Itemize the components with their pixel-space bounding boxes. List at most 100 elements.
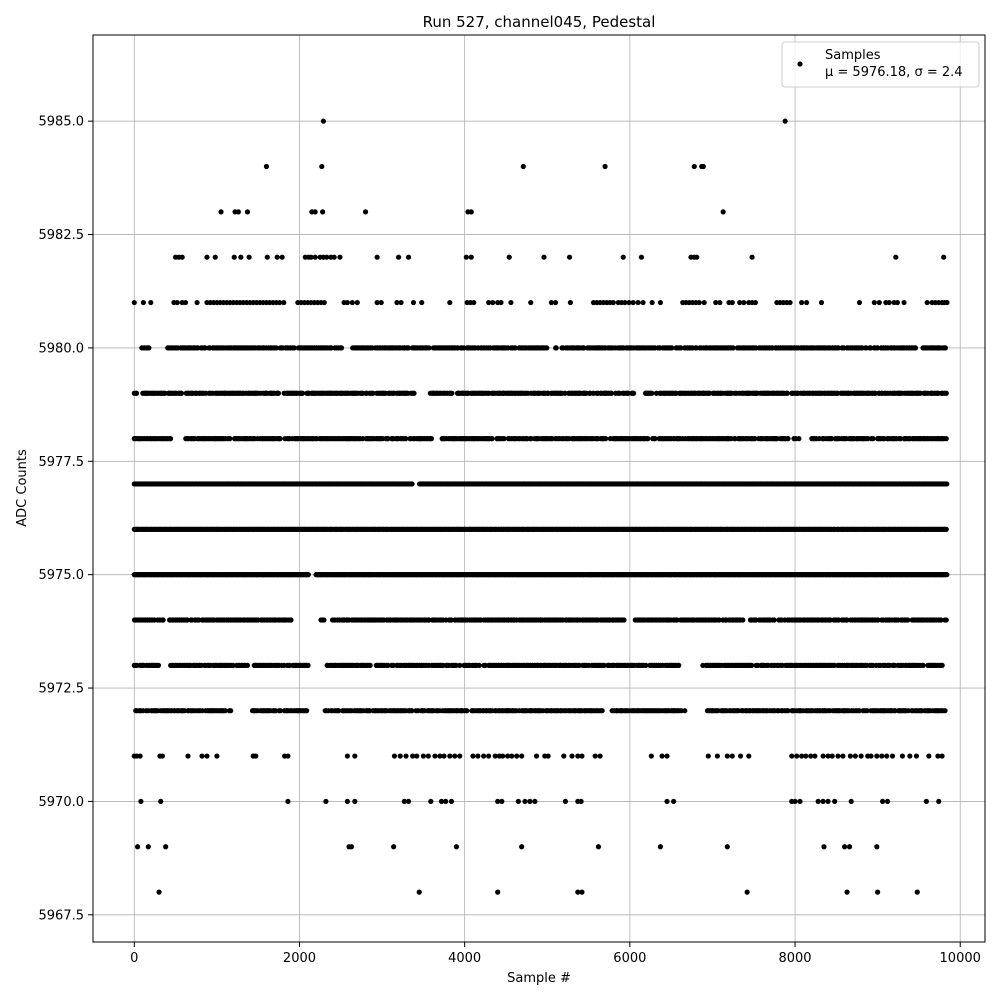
sample-point	[785, 436, 791, 442]
sample-point	[682, 708, 688, 714]
sample-point	[323, 798, 329, 805]
sample-point	[820, 753, 826, 759]
sample-point	[155, 662, 162, 668]
sample-point	[514, 753, 520, 759]
sample-point	[825, 753, 831, 759]
sample-point	[936, 798, 942, 805]
sample-point	[749, 662, 755, 668]
sample-point	[575, 753, 581, 759]
sample-point	[794, 753, 800, 759]
sample-point	[489, 436, 495, 442]
sample-point	[476, 662, 482, 668]
sample-point	[746, 753, 752, 759]
sample-point	[648, 753, 654, 759]
sample-point	[495, 889, 501, 895]
sample-point	[133, 390, 140, 396]
sample-point	[884, 753, 890, 759]
sample-point	[285, 753, 291, 759]
sample-point	[829, 753, 835, 759]
sample-point	[657, 844, 664, 850]
sample-point	[428, 436, 435, 442]
sample-point	[562, 798, 569, 805]
sample-point	[592, 753, 598, 759]
sample-points	[131, 118, 950, 895]
sample-point	[401, 798, 407, 805]
sample-point	[841, 844, 848, 850]
sample-point	[820, 798, 826, 805]
sample-point	[943, 526, 949, 532]
sample-point	[601, 662, 607, 668]
sample-point	[846, 844, 853, 850]
sample-point	[409, 481, 415, 487]
sample-point	[621, 617, 627, 623]
sample-point	[447, 753, 453, 759]
sample-point	[825, 798, 831, 805]
sample-point	[163, 844, 169, 850]
sample-point	[847, 753, 853, 759]
sample-point	[475, 753, 481, 759]
sample-point	[277, 708, 284, 714]
sample-point	[803, 753, 809, 759]
sample-point	[874, 844, 880, 850]
sample-point	[799, 753, 805, 759]
sample-point	[299, 390, 306, 396]
sample-point	[288, 617, 294, 623]
sample-point	[858, 753, 864, 759]
sample-point	[410, 753, 416, 759]
sample-point	[714, 753, 721, 759]
sample-point	[595, 844, 602, 850]
sample-point	[519, 844, 525, 850]
sample-point	[907, 753, 913, 759]
sample-point	[561, 753, 567, 759]
sample-point	[737, 753, 744, 759]
sample-point	[815, 798, 821, 805]
sample-point	[135, 844, 141, 850]
sample-point	[352, 753, 358, 759]
sample-point	[785, 708, 791, 714]
sample-point	[452, 753, 458, 759]
sample-point	[939, 753, 945, 759]
sample-point	[942, 708, 948, 714]
sample-point	[204, 753, 210, 759]
sample-point	[874, 753, 880, 759]
sample-point	[856, 708, 862, 714]
sample-point	[348, 844, 355, 850]
sample-point	[724, 844, 730, 850]
sample-point	[304, 708, 310, 714]
sample-point	[879, 753, 885, 759]
sample-point	[844, 889, 850, 895]
sample-point	[603, 436, 609, 442]
sample-point	[578, 798, 584, 805]
sample-point	[457, 662, 463, 668]
sample-point	[840, 753, 846, 759]
sample-point	[499, 798, 505, 805]
sample-point	[453, 844, 460, 850]
sample-point	[414, 753, 420, 759]
sample-point	[597, 753, 603, 759]
sample-point	[812, 753, 818, 759]
sample-point	[403, 753, 409, 759]
sample-point	[495, 798, 501, 805]
sample-point	[879, 798, 886, 805]
sample-point	[664, 753, 670, 759]
sample-point	[716, 617, 722, 623]
sample-point	[448, 798, 455, 805]
sample-point	[214, 753, 220, 759]
sample-point	[158, 798, 164, 805]
sample-point	[137, 753, 143, 759]
sample-point	[391, 844, 397, 850]
sample-point	[643, 662, 649, 668]
sample-point	[771, 617, 777, 623]
sample-point	[500, 753, 506, 759]
sample-point	[336, 708, 342, 714]
sample-point	[821, 844, 827, 850]
sample-point	[185, 753, 191, 759]
sample-point	[664, 798, 670, 805]
sample-point	[385, 662, 391, 668]
sample-point	[420, 753, 426, 759]
sample-point	[405, 798, 412, 805]
sample-point	[253, 753, 259, 759]
sample-point	[409, 708, 415, 714]
sample-point	[920, 662, 926, 668]
